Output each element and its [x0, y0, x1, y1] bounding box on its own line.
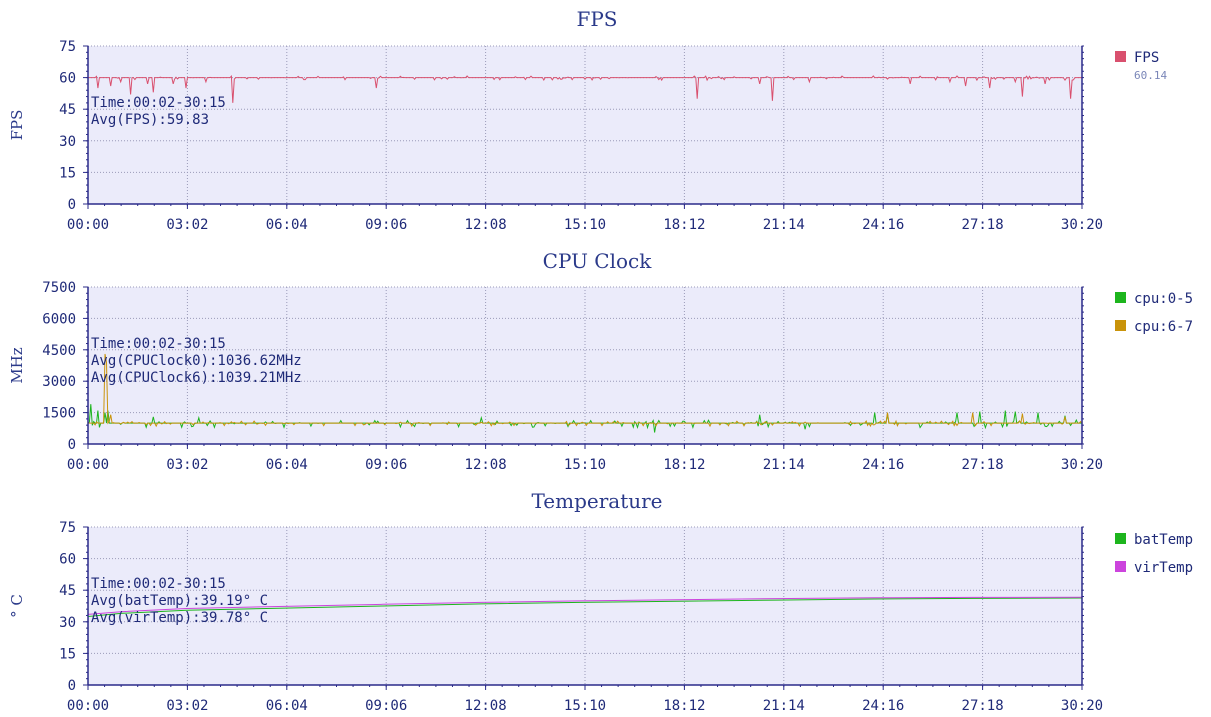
x-tick-label: 03:02 [166, 698, 208, 714]
y-tick-label: 0 [68, 197, 76, 213]
legend-swatch [1115, 533, 1126, 544]
x-tick-label: 30:20 [1061, 698, 1103, 714]
x-tick-label: 30:20 [1061, 457, 1103, 473]
x-tick-label: 27:18 [962, 217, 1004, 233]
y-tick-label: 45 [59, 102, 76, 118]
x-tick-label: 27:18 [962, 698, 1004, 714]
legend-label: virTemp [1134, 560, 1193, 576]
y-tick-label: 7500 [42, 280, 76, 296]
x-tick-label: 21:14 [763, 698, 805, 714]
x-tick-label: 15:10 [564, 698, 606, 714]
y-tick-label: 30 [59, 134, 76, 150]
x-tick-label: 00:00 [67, 698, 109, 714]
y-tick-label: 6000 [42, 311, 76, 327]
y-tick-label: 75 [59, 39, 76, 55]
x-tick-label: 21:14 [763, 217, 805, 233]
y-tick-label: 75 [59, 520, 76, 536]
series-line-batTemp [87, 597, 1082, 617]
legend-label: FPS [1134, 50, 1159, 66]
stats-annotation: Avg(CPUClock0):1036.62MHz [91, 353, 302, 369]
x-tick-label: 12:08 [465, 217, 507, 233]
y-tick-label: 1500 [42, 406, 76, 422]
x-tick-label: 06:04 [266, 457, 308, 473]
chart-title: CPU Clock [543, 249, 653, 273]
y-axis-label: FPS [8, 110, 26, 141]
stats-annotation: Time:00:02-30:15 [91, 95, 226, 111]
stats-annotation: Time:00:02-30:15 [91, 576, 226, 592]
y-tick-label: 60 [59, 552, 76, 568]
x-tick-label: 18:12 [663, 457, 705, 473]
legend-swatch [1115, 561, 1126, 572]
stats-annotation: Avg(FPS):59.83 [91, 112, 209, 128]
y-axis-label: MHz [8, 347, 26, 383]
x-tick-label: 00:00 [67, 217, 109, 233]
y-tick-label: 60 [59, 71, 76, 87]
chart-title: Temperature [531, 489, 662, 513]
x-tick-label: 09:06 [365, 698, 407, 714]
y-tick-label: 15 [59, 646, 76, 662]
x-tick-label: 03:02 [166, 217, 208, 233]
x-tick-label: 18:12 [663, 698, 705, 714]
legend-value: 60.14 [1134, 69, 1167, 82]
stats-annotation: Avg(batTemp):39.19° C [91, 593, 268, 609]
x-tick-label: 24:16 [862, 698, 904, 714]
legend-swatch [1115, 320, 1126, 331]
x-tick-label: 18:12 [663, 217, 705, 233]
series-line-FPS [88, 75, 1082, 103]
x-tick-label: 03:02 [166, 457, 208, 473]
y-tick-label: 30 [59, 615, 76, 631]
chart-panel-0: 0 15 30 45 60 75 00:00 03:02 06:04 09:06 12:08 15:1… [8, 7, 1167, 233]
chart-title: FPS [576, 7, 617, 31]
y-axis-label: ° C [8, 594, 26, 618]
x-tick-label: 24:16 [862, 217, 904, 233]
y-tick-label: 4500 [42, 343, 76, 359]
y-tick-label: 3000 [42, 374, 76, 390]
x-tick-label: 15:10 [564, 457, 606, 473]
legend-swatch [1115, 51, 1126, 62]
x-tick-label: 24:16 [862, 457, 904, 473]
series-line-cpu:6-7 [88, 353, 1083, 428]
stats-annotation: Time:00:02-30:15 [91, 336, 226, 352]
x-tick-label: 06:04 [266, 217, 308, 233]
legend-label: cpu:6-7 [1134, 319, 1193, 335]
chart-panel-1: 0 1500 3000 4500 6000 7500 00:00 03:02 06:04 09:0… [8, 249, 1193, 473]
y-tick-label: 45 [59, 583, 76, 599]
stats-annotation: Avg(virTemp):39.78° C [91, 610, 268, 626]
x-tick-label: 00:00 [67, 457, 109, 473]
x-tick-label: 09:06 [365, 457, 407, 473]
legend-label: batTemp [1134, 532, 1193, 548]
x-tick-label: 06:04 [266, 698, 308, 714]
y-tick-label: 0 [68, 678, 76, 694]
x-tick-label: 21:14 [763, 457, 805, 473]
stats-annotation: Avg(CPUClock6):1039.21MHz [91, 370, 302, 386]
x-tick-label: 15:10 [564, 217, 606, 233]
legend-swatch [1115, 292, 1126, 303]
x-tick-label: 12:08 [465, 698, 507, 714]
y-tick-label: 15 [59, 165, 76, 181]
chart-panel-2: 0 15 30 45 60 75 00:00 03:02 06:04 09:06 12:08 15:1… [8, 489, 1193, 714]
x-tick-label: 30:20 [1061, 217, 1103, 233]
x-tick-label: 09:06 [365, 217, 407, 233]
legend-label: cpu:0-5 [1134, 291, 1193, 307]
series-line-virTemp [87, 596, 1082, 615]
y-tick-label: 0 [68, 437, 76, 453]
x-tick-label: 27:18 [962, 457, 1004, 473]
x-tick-label: 12:08 [465, 457, 507, 473]
